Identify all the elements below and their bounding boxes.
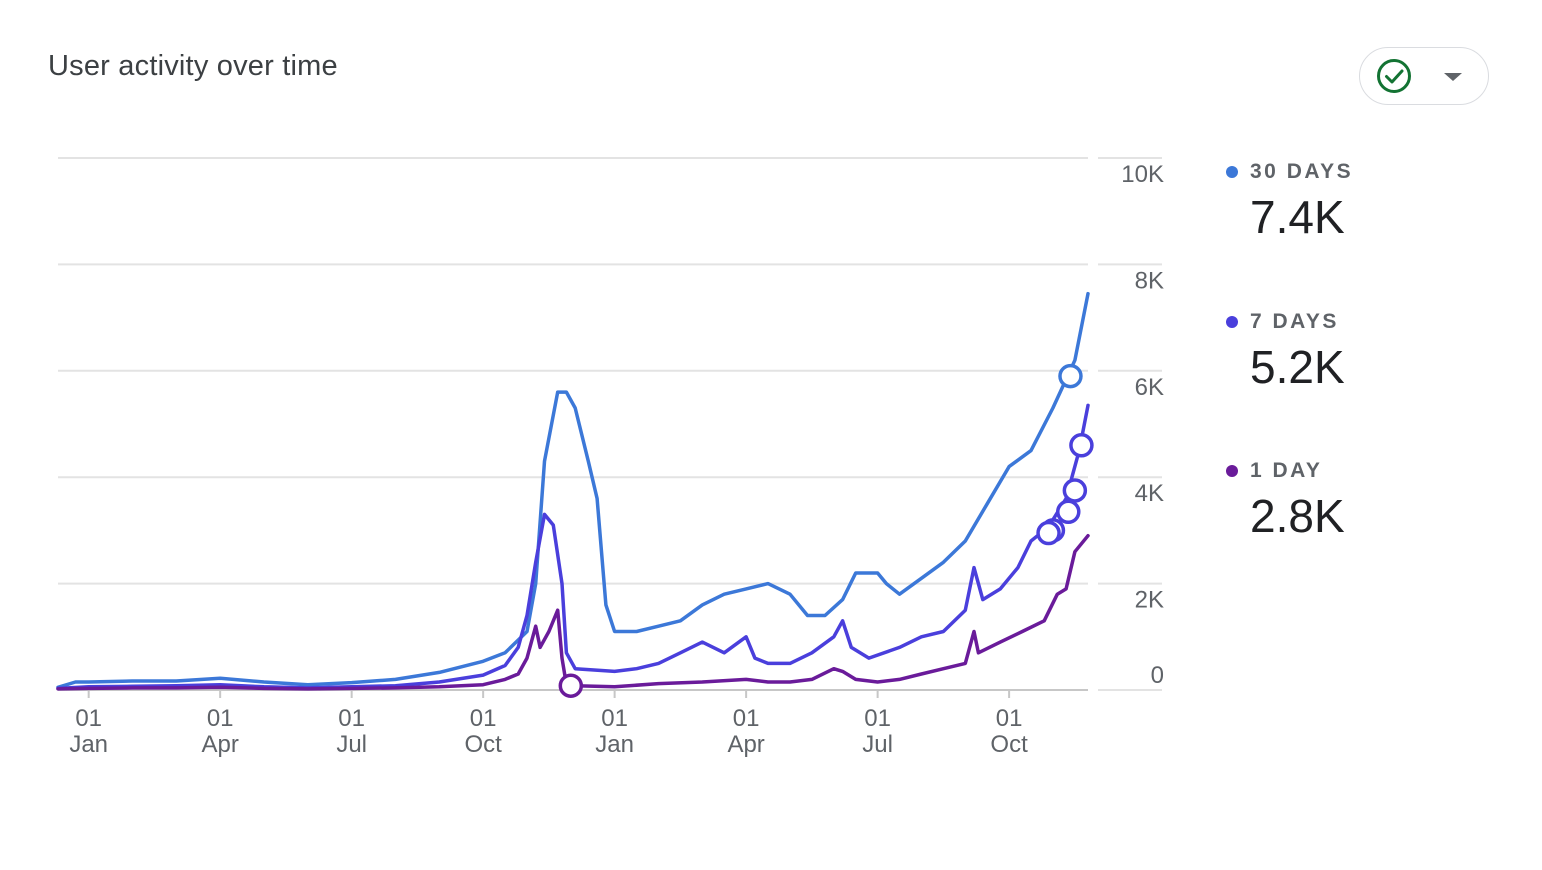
x-tick-day: 01: [864, 705, 891, 732]
x-tick-month: Apr: [727, 731, 764, 758]
x-tick-day: 01: [338, 705, 365, 732]
legend-item-7-days: 7 DAYS 5.2K: [1226, 310, 1345, 394]
legend-dot-7-days: [1226, 316, 1238, 328]
x-tick-month: Oct: [990, 731, 1028, 758]
highlight-marker[interactable]: [1036, 520, 1061, 546]
legend-value: 5.2K: [1250, 341, 1345, 393]
x-tick-month: Jul: [862, 731, 893, 758]
x-tick-day: 01: [207, 705, 234, 732]
check-circle-icon: [1377, 59, 1411, 93]
series-line-1-day: [56, 533, 1090, 691]
x-tick-day: 01: [470, 705, 497, 732]
x-tick-month: Apr: [201, 731, 238, 758]
x-tick-month: Oct: [464, 731, 502, 758]
series-line-7-days: [56, 403, 1090, 691]
x-tick-month: Jul: [336, 731, 367, 758]
y-tick-label: 2K: [1135, 587, 1164, 614]
highlight-marker[interactable]: [1056, 499, 1081, 525]
y-tick-label: 0: [1151, 662, 1164, 689]
legend-dot-30-days: [1226, 166, 1238, 178]
highlight-marker[interactable]: [1069, 433, 1094, 458]
legend-item-1-day: 1 DAY 2.8K: [1226, 459, 1345, 543]
x-tick-month: Jan: [69, 731, 108, 758]
legend-dot-1-day: [1226, 465, 1238, 477]
status-dropdown-button[interactable]: [1359, 47, 1489, 105]
y-tick-label: 6K: [1135, 374, 1164, 401]
legend-label: 7 DAYS: [1250, 310, 1339, 333]
legend-item-30-days: 30 DAYS 7.4K: [1226, 160, 1353, 244]
x-tick-day: 01: [733, 705, 760, 732]
y-tick-label: 10K: [1121, 161, 1164, 188]
x-tick-day: 01: [75, 705, 102, 732]
y-tick-label: 8K: [1135, 267, 1164, 294]
line-chart: 02K4K6K8K10K01Jan01Apr01Jul01Oct01Jan01A…: [56, 157, 1164, 758]
x-tick-month: Jan: [595, 731, 634, 758]
x-tick-day: 01: [996, 705, 1023, 732]
caret-down-icon: [1444, 73, 1462, 81]
chart-title: User activity over time: [48, 50, 338, 82]
x-tick-day: 01: [601, 705, 628, 732]
highlight-marker[interactable]: [1058, 363, 1083, 389]
series-line-30-days: [56, 291, 1090, 690]
legend-value: 7.4K: [1250, 191, 1345, 243]
legend-value: 2.8K: [1250, 490, 1345, 542]
highlight-marker[interactable]: [1062, 478, 1088, 503]
highlight-marker[interactable]: [558, 673, 584, 698]
legend-label: 30 DAYS: [1250, 160, 1354, 183]
y-tick-label: 4K: [1135, 480, 1164, 507]
legend-label: 1 DAY: [1250, 459, 1323, 482]
